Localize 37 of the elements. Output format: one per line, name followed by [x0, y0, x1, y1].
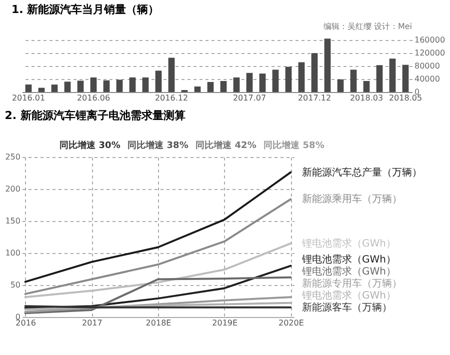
y-tick-label: 80000 — [414, 62, 440, 71]
y-tick-label: 160000 — [414, 36, 446, 45]
y-tick-label: 100 — [5, 248, 20, 258]
y-tick-label: 40000 — [414, 74, 440, 84]
x-tick-label: 2017.12 — [298, 94, 332, 102]
text: 同比增速 38% — [128, 140, 188, 151]
x-tick-label: 2018.05 — [388, 94, 422, 102]
x-tick-label: 2016.12 — [154, 94, 188, 102]
x-tick-label: 2016.01 — [12, 94, 46, 102]
y-tick-label: 50 — [10, 280, 20, 290]
y-tick-label: 150 — [5, 216, 20, 226]
chart-title: 2. 新能源汽车锂离子电池需求量测算 — [4, 109, 186, 122]
series-label: 新能源专用车（万辆） — [302, 277, 402, 290]
x-tick-label: 2016.06 — [76, 94, 110, 102]
x-tick-label: 2018.03 — [350, 94, 384, 102]
x-tick-label: 2017.07 — [232, 94, 266, 102]
text: 同比增速 58% — [264, 140, 324, 151]
x-tick-label: 2019E — [212, 318, 238, 328]
series-label: 新能源乘用车（万辆） — [302, 193, 402, 206]
text: 同比增速 30% — [60, 140, 120, 151]
x-tick-label: 2017 — [82, 318, 102, 328]
y-tick-label: 120000 — [414, 48, 446, 58]
series-label: 锂电池需求（GWh） — [301, 289, 396, 302]
series-label: 锂电池需求（GWh） — [301, 253, 396, 266]
y-tick-label: 200 — [5, 184, 20, 194]
chart-title: 1. 新能源汽车当月销量（辆） — [11, 3, 160, 16]
y-tick-label: 250 — [5, 152, 20, 162]
series-label: 锂电池需求（GWh） — [301, 237, 396, 250]
text: 同比增速 42% — [196, 140, 256, 151]
series-label: 新能源汽车总产量（万辆） — [302, 166, 422, 178]
series-label: 锂电池需求（GWh） — [301, 265, 396, 278]
y-tick-label: 0 — [15, 312, 20, 322]
series-label: 新能源客车（万辆） — [302, 301, 392, 314]
text: 编辑：吴红缨 设计：Mei — [323, 22, 412, 31]
x-tick-label: 2018E — [146, 318, 172, 328]
x-tick-label: 2020E — [278, 318, 304, 328]
x-tick-label: 2016 — [16, 318, 36, 328]
